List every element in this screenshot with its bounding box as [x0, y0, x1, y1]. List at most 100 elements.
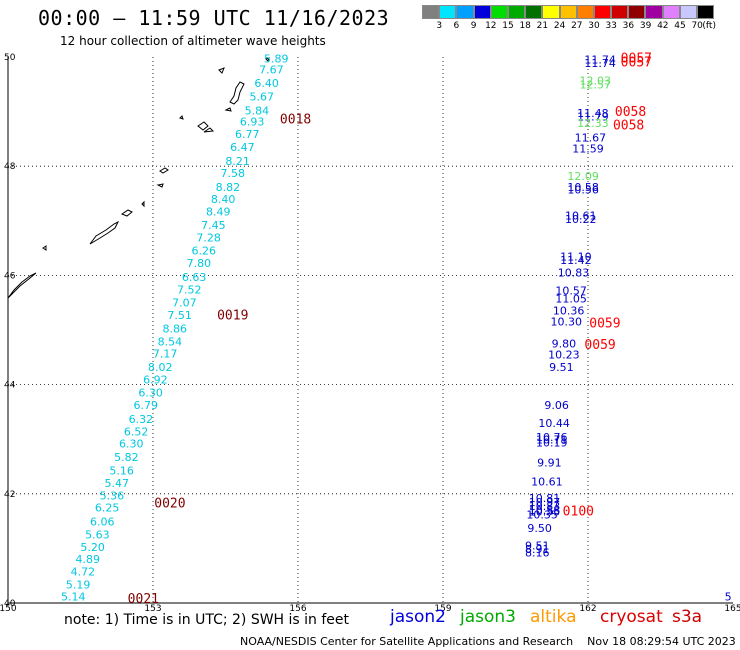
lon-tick-label: 153 — [144, 604, 161, 614]
jason2-wave-height-label: 10.55 — [529, 506, 561, 519]
legend-swatch — [507, 5, 526, 19]
jason2-wave-height-label: 10.30 — [551, 316, 583, 329]
altika-wave-height-label: 8.49 — [206, 205, 231, 218]
map-subtitle: 12 hour collection of altimeter wave hei… — [60, 34, 326, 48]
jason2-wave-height-label: 10.23 — [548, 348, 580, 361]
altika-wave-height-label: 5.36 — [100, 489, 125, 502]
coastline-paramushir — [218, 67, 225, 74]
satellite-legend-altika: altika — [530, 607, 577, 627]
coastline-small-3 — [42, 245, 47, 251]
jason2-wave-height-label: 11.74 — [584, 57, 616, 70]
jason2-wave-height-label: 9.51 — [525, 539, 550, 552]
altika-wave-height-label: 5.89 — [264, 52, 289, 65]
jason3-wave-height-label: 12.09 — [567, 170, 599, 183]
legend-swatch — [490, 5, 508, 19]
altika-wave-height-label: 6.25 — [95, 501, 120, 514]
legend-label: 36 — [622, 21, 635, 31]
jason2-wave-height-label: 10.83 — [558, 266, 590, 279]
jason2-wave-height-label: 8.16 — [525, 547, 550, 560]
jason2-wave-height-label: 10.35 — [526, 508, 558, 521]
jason2-wave-height-label: 10.61 — [531, 476, 563, 489]
coastline-simushir — [159, 167, 169, 174]
legend-swatch — [473, 5, 491, 19]
lat-tick-label: 40 — [4, 599, 16, 609]
altika-wave-height-label: 7.51 — [167, 309, 192, 322]
altika-wave-height-label: 5.82 — [114, 451, 139, 464]
legend-label: 3 — [436, 21, 443, 31]
lon-tick-label: 162 — [579, 604, 596, 614]
pass-number-label: 0100 — [563, 505, 594, 520]
altika-wave-height-label: 6.77 — [235, 128, 260, 141]
altika-wave-height-label: 4.72 — [71, 566, 96, 579]
jason2-wave-height-label: 10.71 — [536, 434, 568, 447]
jason2-wave-height-label: 10.44 — [538, 417, 570, 430]
lon-tick-label: 165 — [724, 604, 740, 614]
legend-label: 21 — [536, 21, 549, 31]
coastline-small-1 — [179, 115, 184, 120]
legend-swatch — [679, 5, 697, 19]
altika-wave-height-label: 7.80 — [187, 257, 212, 270]
altika-wave-height-label: 5.20 — [80, 541, 105, 554]
jason2-wave-height-label: 9.06 — [544, 399, 569, 412]
jason2-wave-height-label: 9.50 — [527, 522, 552, 535]
credit-line: NOAA/NESDIS Center for Satellite Applica… — [240, 635, 736, 648]
altika-wave-height-label: 6.30 — [119, 437, 144, 450]
lat-tick-label: 44 — [4, 381, 16, 391]
altika-wave-height-label: 7.58 — [221, 167, 246, 180]
jason2-wave-height-label: 10.22 — [565, 213, 597, 226]
legend-label: 6 — [453, 21, 460, 31]
altika-wave-height-label: 8.86 — [163, 323, 188, 336]
legend-label: 45 — [674, 21, 686, 31]
altika-wave-height-label: 8.54 — [158, 335, 183, 348]
legend-swatch — [593, 5, 612, 19]
altika-wave-height-label: 6.52 — [124, 425, 149, 438]
jason2-wave-height-label: 9.51 — [549, 361, 574, 374]
lon-tick-label: 150 — [0, 604, 17, 614]
pass-number-label: 0059 — [584, 338, 615, 353]
jason2-wave-height-label: 10.83 — [529, 500, 561, 513]
altika-wave-height-label: 6.93 — [240, 115, 265, 128]
jason2-wave-height-label: 11.59 — [572, 143, 604, 156]
altika-wave-height-label: 8.82 — [216, 181, 241, 194]
lon-tick-label: 159 — [434, 604, 451, 614]
legend-label: (ft) — [702, 21, 716, 31]
legend-label: 42 — [657, 21, 669, 31]
lat-tick-label: 46 — [4, 271, 16, 281]
satellite-legend-s3a: s3a — [672, 607, 703, 627]
pass-number-label: 0021 — [128, 592, 159, 607]
pass-number-label: 0059 — [589, 316, 620, 331]
coastline-urup — [156, 183, 164, 188]
legend-swatch — [525, 5, 543, 19]
altika-wave-height-label: 5.84 — [245, 104, 270, 117]
legend-swatch — [611, 5, 629, 19]
jason2-wave-height-label: 11.10 — [560, 251, 592, 264]
legend-label: 15 — [502, 21, 514, 31]
pass-number-label: 0057 — [621, 51, 652, 66]
altika-wave-height-label: 4.89 — [76, 553, 101, 566]
legend-swatch — [628, 5, 646, 19]
jason2-wave-height-label: 10.57 — [555, 285, 587, 298]
coastline-small-5 — [265, 57, 270, 62]
altika-wave-height-label: 8.21 — [225, 155, 250, 168]
jason3-wave-height-label: 12.57 — [580, 79, 612, 92]
altika-wave-height-label: 5.63 — [85, 529, 110, 542]
jason3-wave-height-label: 12.03 — [580, 74, 612, 87]
jason2-wave-height-label: 5 — [725, 590, 732, 603]
coastline-ketoy — [197, 121, 209, 131]
satellite-legend-jason2: jason2 — [390, 607, 446, 627]
footnote: note: 1) Time is in UTC; 2) SWH is in fe… — [64, 612, 350, 628]
legend-label: 33 — [605, 21, 617, 31]
jason2-wave-height-label: 10.97 — [529, 496, 561, 509]
pass-number-label: 0057 — [621, 55, 652, 70]
jason2-wave-height-label: 11.05 — [555, 293, 587, 306]
altika-wave-height-label: 7.28 — [196, 232, 221, 245]
altika-wave-height-label: 6.06 — [90, 515, 115, 528]
jason2-wave-height-label: 11.67 — [575, 132, 607, 145]
altika-wave-height-label: 6.30 — [138, 387, 163, 400]
jason2-wave-height-label: 10.56 — [567, 184, 599, 197]
jason2-wave-height-label: 11.42 — [560, 254, 592, 267]
jason2-wave-height-label: 11.74 — [584, 54, 616, 67]
jason2-wave-height-label: 10.61 — [565, 210, 597, 223]
legend-swatch — [422, 5, 440, 19]
